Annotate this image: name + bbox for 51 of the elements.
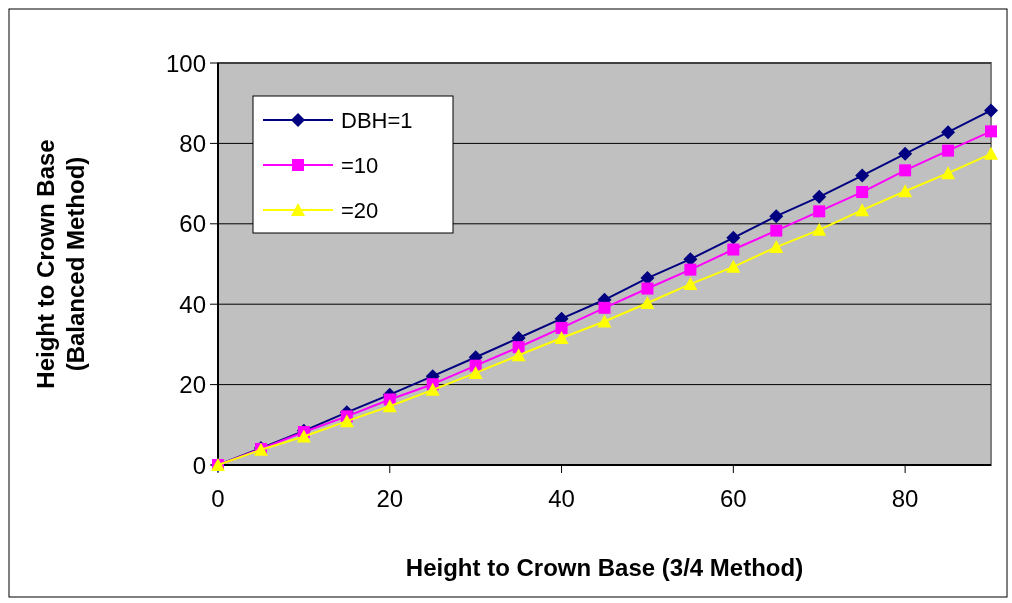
- point: [511, 348, 526, 362]
- y-tick-label: 40: [179, 290, 206, 318]
- legend-label: =10: [341, 152, 379, 178]
- point: [468, 365, 483, 379]
- x-tick-label: 20: [376, 485, 404, 512]
- y-tick-label: 100: [165, 49, 206, 77]
- point: [597, 314, 612, 328]
- point: [898, 184, 913, 198]
- y-tick-label: 0: [192, 451, 206, 479]
- point: [554, 330, 569, 344]
- point: [941, 166, 956, 180]
- point: [899, 164, 912, 177]
- point: [812, 222, 827, 236]
- point: [683, 277, 698, 291]
- point: [984, 103, 998, 118]
- point: [555, 321, 568, 334]
- point: [640, 295, 655, 309]
- y-tick-label: 60: [179, 210, 206, 238]
- x-tick-label: 80: [891, 485, 919, 512]
- point: [641, 282, 654, 295]
- legend-label: DBH=1: [341, 107, 413, 133]
- point: [813, 205, 826, 218]
- point: [425, 382, 440, 396]
- point: [598, 301, 611, 314]
- point: [898, 146, 913, 161]
- y-tick-label: 20: [179, 371, 206, 399]
- point: [985, 125, 997, 138]
- point: [727, 243, 740, 256]
- point: [856, 186, 869, 199]
- point: [855, 168, 870, 183]
- point: [770, 224, 783, 237]
- point: [684, 263, 697, 276]
- point: [726, 259, 741, 273]
- legend-label: =20: [341, 197, 379, 223]
- point: [984, 146, 998, 160]
- x-tick-label: 60: [719, 485, 747, 512]
- point: [941, 125, 956, 140]
- point: [769, 209, 784, 224]
- point: [855, 203, 870, 217]
- point: [726, 230, 741, 245]
- point: [942, 144, 955, 157]
- point: [769, 240, 784, 254]
- point: [812, 189, 827, 204]
- x-tick-label: 40: [548, 485, 575, 512]
- y-tick-label: 80: [179, 129, 206, 157]
- point: [382, 399, 397, 413]
- x-tick-label: 0: [211, 485, 225, 512]
- point: [339, 414, 354, 428]
- point: [296, 429, 311, 443]
- x-axis-title: Height to Crown Base (3/4 Method): [405, 554, 804, 581]
- y-axis-title: Height to Crown Base (Balanced Method): [32, 139, 89, 389]
